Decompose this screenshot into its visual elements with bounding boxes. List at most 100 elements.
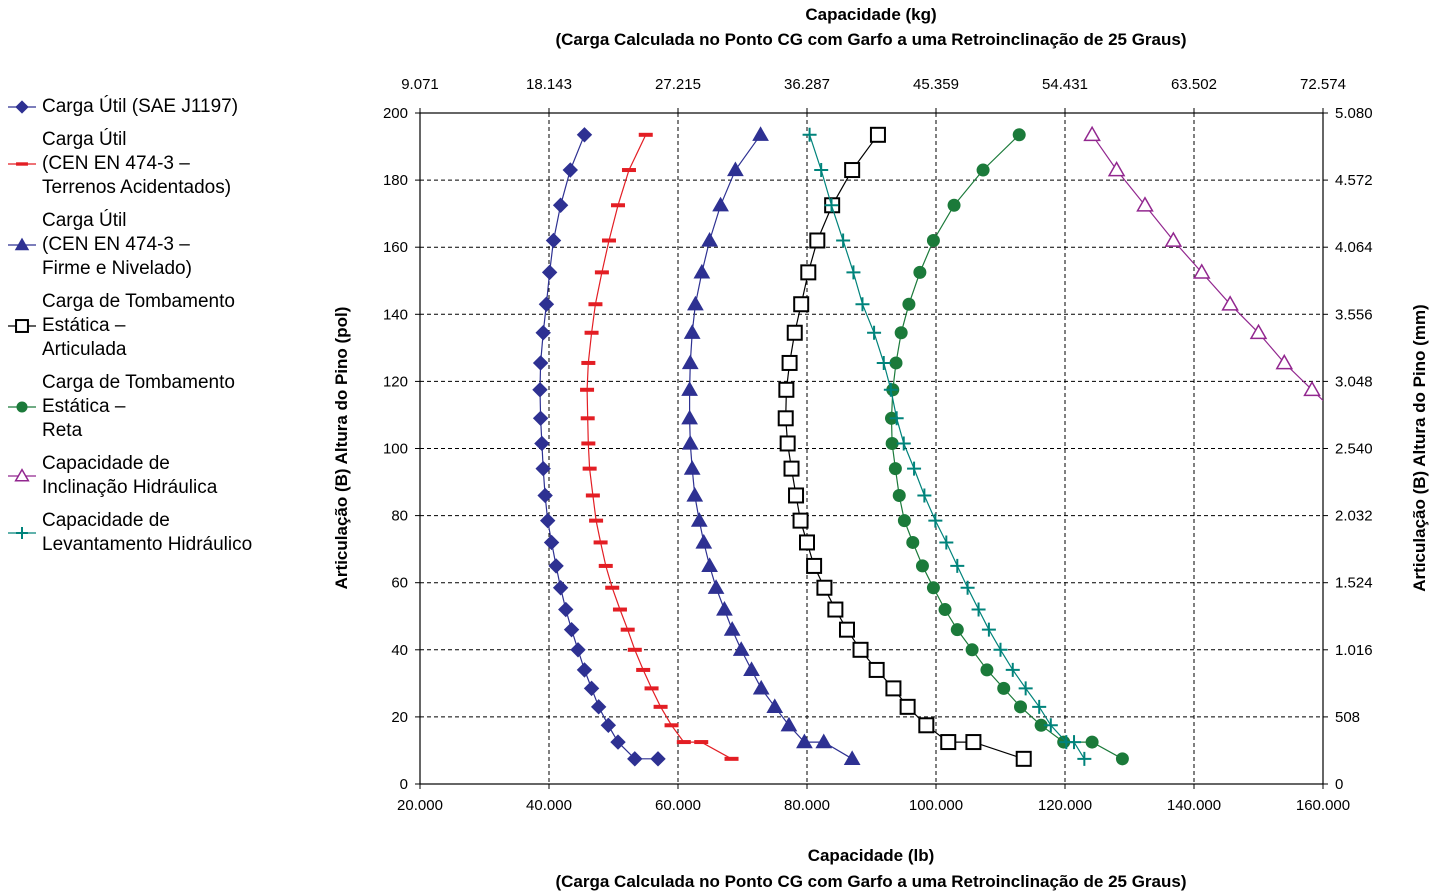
data-point (993, 642, 1008, 657)
data-point (814, 163, 829, 178)
data-point (589, 518, 604, 523)
data-point (1005, 662, 1020, 677)
data-point (612, 607, 627, 612)
data-point (701, 557, 718, 573)
series-line (890, 134, 1123, 760)
data-point (588, 302, 603, 307)
axis-ticks: 20.000 9.071 40.000 18.143 60.000 27.215 80.00… (383, 76, 1373, 814)
y-axis-title-left: Articulação (B) Altura do Pino (pol) (332, 307, 351, 590)
data-point (1067, 735, 1082, 750)
data-point (827, 601, 844, 618)
y-right-tick-label: 3.556 (1335, 306, 1373, 323)
data-point (907, 461, 922, 476)
data-point (1275, 353, 1294, 370)
legend-item-7: Capacidade de Levantamento Hidráulico (6, 509, 296, 557)
y-axis-title-right: Articulação (B) Altura do Pino (mm) (1410, 304, 1429, 591)
series-layer (532, 125, 1323, 767)
y-tick-label: 140 (383, 306, 408, 323)
legend-marker (8, 527, 36, 539)
data-point (690, 512, 708, 527)
series-7 (802, 127, 1092, 766)
y-right-tick-label: 3.048 (1335, 373, 1373, 390)
data-point (636, 667, 651, 672)
data-point (585, 493, 600, 498)
data-point (888, 462, 902, 476)
data-point (899, 698, 916, 715)
data-point (950, 623, 964, 637)
legend-label: Carga de Tombamento Estática – Reta (42, 372, 235, 441)
legend-item-1: Carga Útil (SAE J1197) (6, 95, 296, 119)
data-point (681, 434, 699, 450)
legend-marker (8, 468, 36, 482)
data-point (676, 740, 691, 745)
data-point (926, 581, 940, 595)
data-point (1034, 718, 1048, 732)
data-point (947, 198, 961, 212)
data-point (548, 558, 564, 574)
data-point (627, 647, 642, 652)
data-point (800, 264, 817, 281)
legend-label: Carga Útil (CEN EN 474-3 – Terrenos Acid… (42, 129, 232, 198)
data-point (965, 643, 979, 657)
data-point (580, 387, 595, 392)
series-2 (580, 132, 739, 761)
data-point (532, 382, 548, 398)
data-point (1077, 751, 1092, 766)
data-point (971, 602, 986, 617)
data-point (799, 534, 815, 551)
data-point (939, 535, 954, 550)
legend-marker (8, 237, 36, 251)
data-point (816, 579, 833, 596)
data-point (915, 559, 929, 573)
data-point (532, 410, 549, 427)
data-point (824, 198, 839, 213)
data-point (960, 580, 975, 595)
data-point (576, 662, 593, 678)
y-tick-label: 40 (391, 642, 408, 659)
data-point (894, 326, 908, 340)
data-point (926, 233, 940, 247)
data-point (892, 488, 906, 502)
data-point (918, 717, 935, 734)
data-point (897, 514, 911, 528)
y-tick-label: 200 (383, 105, 408, 122)
data-point (724, 756, 739, 761)
data-point (950, 558, 965, 573)
x-tick-label: 20.000 (397, 797, 443, 814)
data-point (792, 512, 809, 529)
y-tick-label: 100 (383, 441, 408, 458)
data-point (796, 733, 813, 749)
data-point (543, 534, 560, 551)
data-point (534, 435, 550, 452)
data-point (701, 231, 718, 247)
data-point (712, 196, 729, 212)
y-tick-label: 20 (391, 709, 408, 726)
data-point (965, 734, 982, 751)
data-point (869, 126, 886, 143)
data-point (716, 601, 733, 616)
data-point (582, 466, 597, 471)
data-point (876, 355, 891, 370)
legend-item-5: Carga de Tombamento Estática – Reta (6, 371, 296, 443)
data-point (683, 460, 701, 475)
y-tick-label: 180 (383, 172, 408, 189)
data-point (538, 296, 555, 312)
data-point (621, 168, 636, 173)
data-point (902, 297, 916, 311)
x-top-tick-label: 9.071 (401, 76, 439, 93)
data-point (868, 661, 885, 678)
x-top-tick-label: 45.359 (913, 76, 959, 93)
x-axis-title: Capacidade (lb) (808, 846, 935, 865)
data-point (1221, 295, 1239, 311)
data-point (693, 263, 711, 279)
data-point (1303, 380, 1321, 397)
data-point (1192, 263, 1211, 279)
data-point (786, 324, 803, 341)
series-1 (532, 127, 666, 767)
x-tick-label: 100.000 (909, 797, 963, 814)
data-point (707, 579, 725, 594)
data-point (1013, 700, 1027, 714)
data-point (695, 533, 713, 549)
data-point (1249, 323, 1268, 340)
